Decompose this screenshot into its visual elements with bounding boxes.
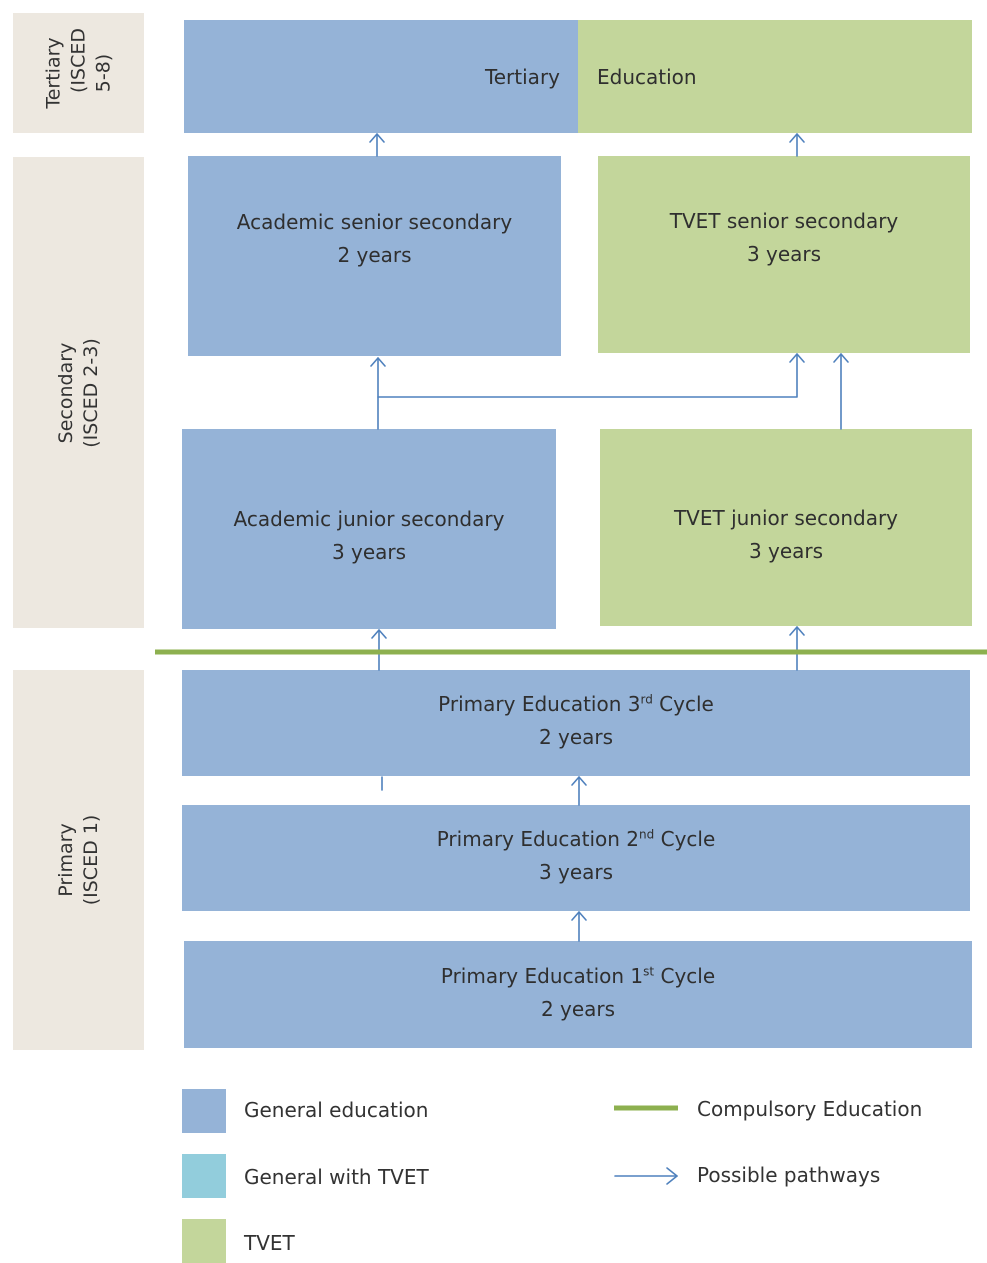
- arrowhead-academic-senior-to-tertiary: [369, 133, 385, 143]
- tvet-junior-duration: 3 years: [748, 538, 824, 563]
- primary-cycle-1-sup: st: [643, 963, 655, 978]
- tvet-senior-duration: 3 years: [746, 241, 822, 266]
- primary-cycle-1-suffix: Cycle: [654, 963, 716, 988]
- connector-academic-junior-to-tvet-senior: [377, 353, 798, 398]
- legend-general-tvet-label: General with TVET: [244, 1165, 429, 1189]
- legend-tvet-swatch: [182, 1219, 226, 1263]
- academic-senior-duration: 2 years: [337, 243, 412, 267]
- tvet-senior-secondary-box: TVET senior secondary 3 years: [598, 156, 970, 353]
- level-tertiary: Tertiary (ISCED 5-8): [13, 13, 144, 133]
- legend-compulsory-label: Compulsory Education: [697, 1097, 923, 1121]
- tvet-junior-secondary-box: TVET junior secondary 3 years: [600, 429, 972, 626]
- primary-cycle-1-box: Primary Education 1st Cycle 2 years: [184, 941, 972, 1048]
- primary-cycle-2-prefix: Primary Education 2: [436, 827, 640, 851]
- primary-cycle-3-sup: rd: [640, 692, 653, 707]
- primary-cycle-3-title: Primary Education 3rd Cycle: [438, 688, 714, 721]
- primary-cycle-2-sup: nd: [639, 827, 655, 842]
- academic-junior-secondary-box: Academic junior secondary 3 years: [182, 429, 556, 629]
- legend-general-tvet-swatch: [182, 1154, 226, 1198]
- academic-junior-duration: 3 years: [331, 540, 407, 564]
- arrowhead-academic-junior-to-tvet-senior: [789, 353, 805, 363]
- arrowhead-tvet-junior-to-tvet-senior: [833, 353, 849, 363]
- primary-cycle-1-title: Primary Education 1st Cycle: [441, 960, 715, 993]
- arrowhead-primary2-to-primary3: [571, 776, 587, 786]
- primary-cycle-2-suffix: Cycle: [654, 827, 716, 851]
- arrowhead-primary3-to-tvet-junior: [789, 626, 805, 636]
- primary-cycle-3-prefix: Primary Education 3: [438, 692, 641, 716]
- academic-junior-title: Academic junior secondary: [233, 507, 505, 531]
- tvet-senior-title: TVET senior secondary: [669, 208, 899, 233]
- primary-cycle-1-prefix: Primary Education 1: [440, 963, 644, 988]
- primary-cycle-3-suffix: Cycle: [652, 692, 714, 716]
- primary-cycle-2-duration: 3 years: [538, 860, 614, 884]
- tertiary-tvet-half: Education: [578, 20, 972, 133]
- arrowhead-academic-junior-to-academic-senior: [370, 357, 386, 367]
- academic-senior-secondary-box: Academic senior secondary 2 years: [188, 156, 561, 356]
- tertiary-general-half: Tertiary: [184, 20, 578, 133]
- tvet-junior-title: TVET junior secondary: [673, 505, 899, 530]
- tertiary-right-label: Education: [597, 64, 697, 89]
- level-secondary: Secondary (ISCED 2-3): [13, 157, 144, 628]
- primary-cycle-3-box: Primary Education 3rd Cycle 2 years: [182, 670, 970, 776]
- legend-general-label: General education: [244, 1098, 429, 1122]
- primary-cycle-2-box: Primary Education 2nd Cycle 3 years: [182, 805, 970, 911]
- legend-pathway-arrowhead: [666, 1167, 678, 1185]
- arrowhead-primary3-to-academic-junior: [371, 629, 387, 639]
- arrowhead-primary1-to-primary2: [571, 911, 587, 921]
- legend-tvet-label: TVET: [244, 1231, 295, 1255]
- academic-senior-title: Academic senior secondary: [236, 210, 513, 234]
- primary-cycle-1-duration: 2 years: [540, 996, 616, 1021]
- tertiary-left-label: Tertiary: [484, 64, 560, 89]
- primary-cycle-2-title: Primary Education 2nd Cycle: [437, 823, 716, 856]
- arrowhead-tvet-senior-to-tertiary: [789, 133, 805, 143]
- level-primary: Primary (ISCED 1): [13, 670, 144, 1050]
- primary-cycle-3-duration: 2 years: [538, 725, 614, 749]
- legend-general-swatch: [182, 1089, 226, 1133]
- legend-pathways-label: Possible pathways: [697, 1163, 881, 1187]
